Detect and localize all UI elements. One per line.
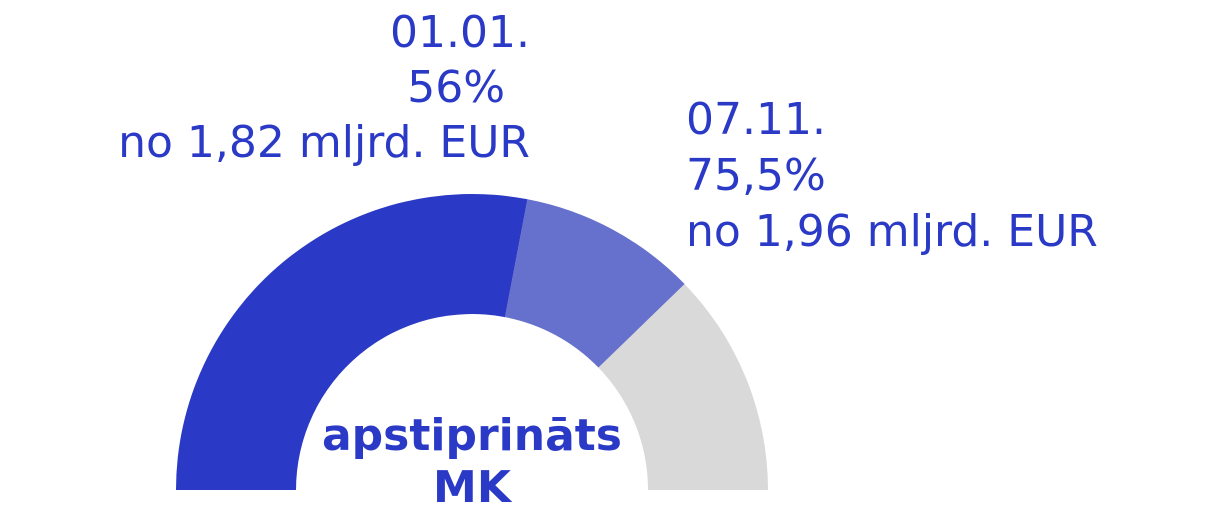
value-label: 75,5%	[686, 150, 826, 201]
value-label: no 1,96 mljrd. EUR	[686, 206, 1098, 257]
value-label: 56%	[407, 62, 505, 113]
value-label: no 1,82 mljrd. EUR	[118, 117, 530, 168]
gauge-segment	[504, 199, 685, 368]
center-label: apstiprināts	[322, 410, 622, 461]
value-label: 07.11.	[686, 94, 826, 145]
center-label: MK	[433, 462, 513, 510]
gauge-segment	[176, 193, 528, 491]
value-label: 01.01.	[390, 7, 530, 58]
